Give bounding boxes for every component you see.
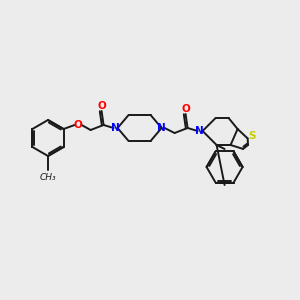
Text: N: N [111, 123, 120, 133]
Text: O: O [97, 101, 106, 111]
Text: N: N [157, 123, 166, 133]
Text: O: O [181, 104, 190, 114]
Text: S: S [248, 131, 255, 141]
Text: N: N [195, 126, 204, 136]
Text: CH₃: CH₃ [40, 173, 56, 182]
Text: O: O [73, 120, 82, 130]
